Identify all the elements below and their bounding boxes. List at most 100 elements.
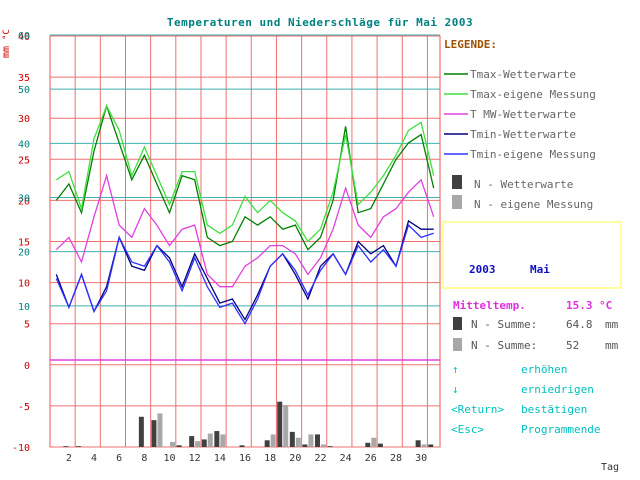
rain-bar [220,434,226,447]
period-frame [442,221,622,289]
x-axis: Tag 2 4 6 8 10 12 14 16 18 20 22 24 26 28 30 [66,453,619,473]
legend-label: T MW-Wetterwarte [470,108,576,121]
rain-tick-label: 60 [18,31,30,42]
rain-sum-2-swatch [453,338,462,351]
grid [49,34,441,448]
key-return: <Return> [451,403,504,416]
day-tick-label: 8 [141,453,147,464]
day-tick-label: 22 [314,453,326,464]
rain-bar [176,445,182,447]
action-esc: Programmende [521,423,600,436]
rain-sum-1-swatch [453,317,462,330]
rain-bar [320,444,326,447]
rain-bar [75,446,81,447]
rain-tick-label: 10 [18,302,30,313]
rain-tick-label: 20 [18,248,30,259]
rain-bar [415,440,421,447]
day-tick-label: 14 [214,453,226,464]
rain-bar [302,444,308,447]
period-month: Mai [530,263,550,276]
rain-bar [138,416,144,447]
key-down: ↓ [452,383,459,396]
legend-bar-swatch [452,195,462,209]
rain-bar [151,420,157,447]
legend-bar-swatch [452,175,462,189]
legend: LEGENDE: Tmax-Wetterwarte Tmax-eigene Mes… [444,38,596,211]
rain-bar [207,433,213,447]
x-axis-label: Tag [601,462,619,473]
mean-temp-unit: °C [599,299,612,312]
rain-bar [421,444,427,447]
rain-bar [308,434,314,447]
rain-bar [428,444,434,447]
series-line [55,104,435,243]
rain-sum-1-value: 64.8 [566,318,593,331]
temp-tick-label: 30 [18,114,30,125]
rain-tick-label: 50 [18,85,30,96]
day-tick-label: 20 [289,453,301,464]
legend-label: Tmin-eigene Messung [470,148,596,161]
day-tick-label: 18 [264,453,276,464]
rain-bars [63,401,434,447]
rain-bar [63,446,69,447]
temp-unit-label: °C [2,29,12,40]
temp-tick-label: 25 [18,155,30,166]
legend-label: N - Wetterwarte [474,178,573,191]
temp-tick-label: 40 [18,32,30,43]
chart-title: Temperaturen und Niederschläge für Mai 2… [167,16,473,29]
action-return: bestätigen [521,403,587,416]
series-line [55,223,434,326]
temperature-lines [55,103,435,326]
day-tick-label: 24 [340,453,352,464]
rain-bar [295,437,301,447]
rain-bar [239,445,245,447]
rain-sum-1-unit: mm [605,318,619,331]
temp-tick-label: 5 [24,320,30,331]
rain-unit-label: mm [1,46,12,58]
temp-tick-label: 0 [24,361,30,372]
rain-tick-label: 40 [18,139,30,150]
rain-bar [170,441,176,447]
day-tick-label: 12 [189,453,201,464]
temp-tick-label: 20 [18,196,30,207]
rain-bar [157,413,163,447]
rain-bar [270,434,276,447]
rain-bar [277,401,283,447]
rain-bar [264,440,270,447]
action-down: erniedrigen [521,383,594,396]
rain-bar [214,431,220,447]
rain-sum-2-value: 52 [566,339,579,352]
rain-sum-1-label: N - Summe: [471,318,537,331]
mean-temp-value: 15.3 [566,299,593,312]
rain-tick-label: 30 [18,194,30,205]
period-year: 2003 [469,263,496,276]
series-line [55,103,435,251]
key-esc: <Esc> [451,423,484,436]
rain-bar [371,437,377,447]
rain-bar [377,443,383,447]
rain-sum-2-label: N - Summe: [471,339,537,352]
rain-sum-2-unit: mm [605,339,619,352]
rain-bar [314,434,320,447]
rain-bar [283,405,289,447]
rain-bar [289,431,295,447]
rain-bar [189,436,195,447]
legend-label: Tmax-eigene Messung [470,88,596,101]
period-box: 2003 Mai [442,221,622,289]
mean-temp-label: Mitteltemp. [453,299,526,312]
temp-tick-label: 10 [18,279,30,290]
legend-label: N - eigene Messung [474,198,593,211]
rain-bar [365,442,371,447]
rain-bar [327,446,333,447]
temp-tick-label: -5 [18,402,30,413]
key-help: ↑ erhöhen ↓ erniedrigen <Return> bestäti… [451,363,600,436]
day-tick-label: 16 [239,453,251,464]
temp-tick-label: -10 [12,443,30,454]
legend-label: Tmin-Wetterwarte [470,128,576,141]
temp-tick-label: 15 [18,238,30,249]
legend-heading: LEGENDE: [444,38,497,51]
day-tick-label: 30 [415,453,427,464]
day-tick-label: 28 [390,453,402,464]
stats-panel: Mitteltemp. 15.3 °C N - Summe: 64.8 mm N… [453,299,619,352]
